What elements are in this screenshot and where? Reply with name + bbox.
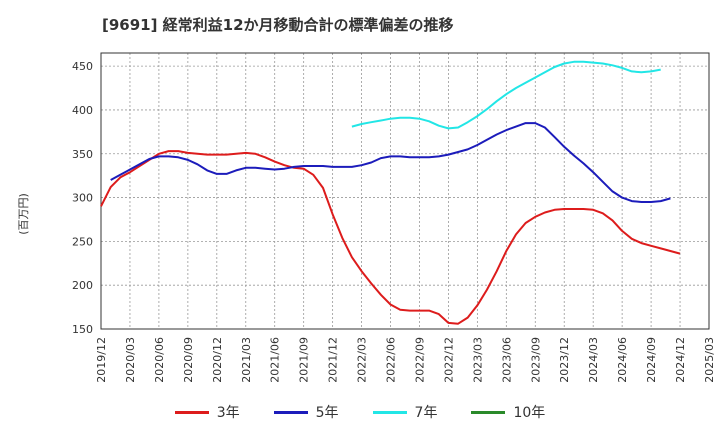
x-tick-label: 2020/12 [211,337,224,383]
x-tick-label: 2020/06 [153,337,166,383]
x-tick-label: 2020/03 [124,337,137,383]
legend-label: 7年 [414,405,438,421]
x-tick-label: 2020/09 [182,337,195,383]
legend-item-3: 7年 [372,402,438,422]
x-tick-label: 2021/03 [240,337,253,383]
legend-item-1: 3年 [174,402,240,422]
x-tick-label: 2023/09 [529,337,542,383]
legend-swatch [174,410,209,414]
x-tick-label: 2019/12 [95,337,108,383]
plot-area [100,52,710,330]
legend-label: 5年 [315,405,339,421]
legend: 3年 5年 7年 10年 [0,402,720,422]
y-tick-label: 200 [72,279,93,292]
x-tick-label: 2024/03 [587,337,600,383]
x-tick-label: 2022/09 [413,337,426,383]
y-tick-label: 150 [72,323,93,336]
legend-swatch [273,410,308,414]
legend-item-2: 5年 [273,402,339,422]
legend-label: 3年 [216,405,240,421]
x-tick-label: 2025/03 [703,337,716,383]
series-line-1 [100,150,681,325]
x-tick-label: 2023/12 [558,337,571,383]
x-tick-label: 2024/12 [674,337,687,383]
series-line-2 [110,122,671,203]
y-tick-label: 400 [72,104,93,117]
legend-swatch [471,410,506,414]
plot-border [100,52,710,330]
y-tick-label: 350 [72,148,93,161]
x-tick-label: 2022/12 [442,337,455,383]
x-tick-label: 2024/09 [645,337,658,383]
legend-label: 10年 [513,405,546,421]
x-tick-label: 2023/06 [500,337,513,383]
legend-swatch [372,410,407,414]
y-tick-label: 300 [72,192,93,205]
legend-item-4: 10年 [471,402,545,422]
y-tick-label: 450 [72,60,93,73]
x-tick-label: 2021/09 [298,337,311,383]
x-tick-label: 2023/03 [471,337,484,383]
x-tick-label: 2024/06 [616,337,629,383]
chart-title: [9691] 経常利益12か月移動合計の標準偏差の推移 [102,16,454,34]
x-tick-label: 2021/06 [269,337,282,383]
x-tick-label: 2022/03 [356,337,369,383]
series-line-3 [351,60,661,130]
y-tick-label: 250 [72,235,93,248]
x-tick-label: 2022/06 [385,337,398,383]
x-tick-label: 2021/12 [327,337,340,383]
